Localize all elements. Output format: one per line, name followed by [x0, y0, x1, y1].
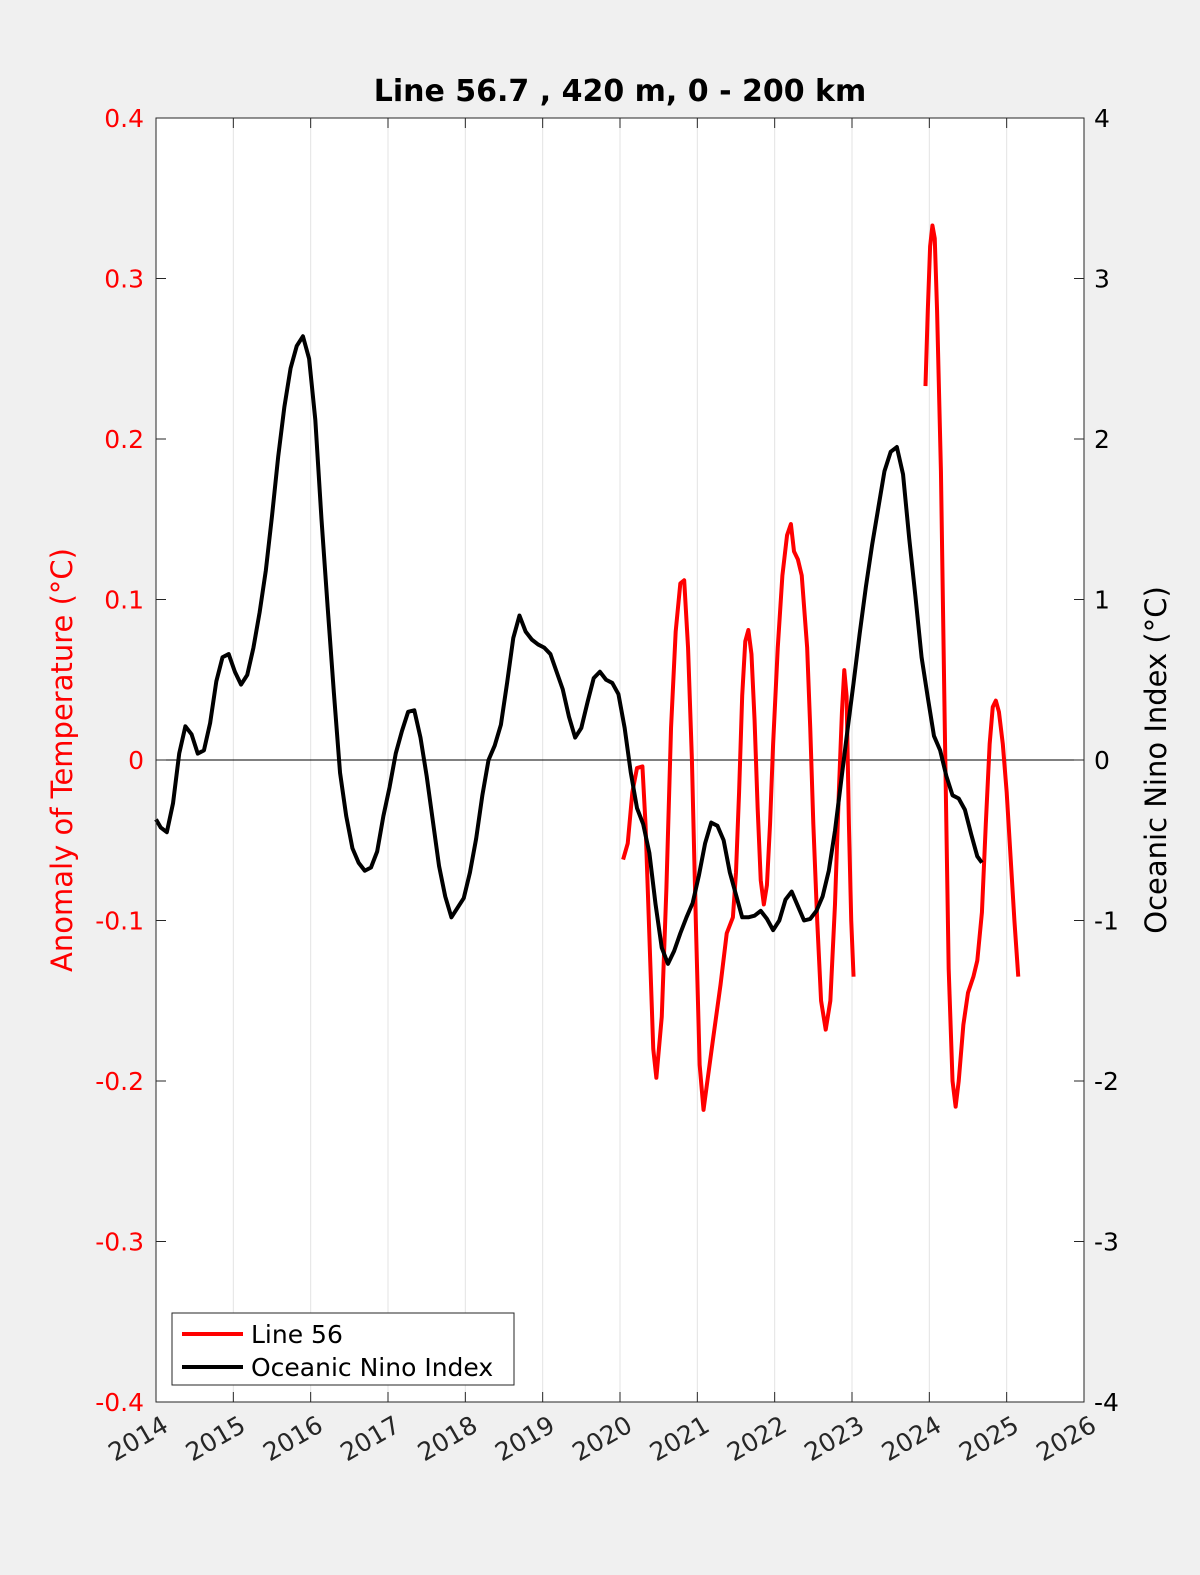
y-axis-right-label: Oceanic Nino Index (°C) — [1139, 586, 1173, 934]
y-left-tick-label: 0.2 — [104, 425, 144, 454]
series-line56-segment-1 — [923, 223, 1021, 1109]
y-right-tick-label: -3 — [1094, 1228, 1119, 1257]
y-right-tick-label: 0 — [1094, 746, 1110, 775]
y-left-tick-label: 0.4 — [104, 104, 144, 133]
legend-box — [171, 1312, 515, 1386]
y-left-tick-label: 0.3 — [104, 265, 144, 294]
y-right-tick-label: 1 — [1094, 586, 1110, 615]
y-right-tick-label: -2 — [1094, 1067, 1119, 1096]
y-left-tick-label: -0.3 — [95, 1228, 144, 1257]
y-axis-left-label: Anomaly of Temperature (°C) — [45, 548, 79, 972]
legend: Line 56 Oceanic Nino Index — [171, 1312, 515, 1386]
series-line56-segment-0 — [621, 522, 856, 1112]
legend-label-line56: Line 56 — [251, 1320, 343, 1349]
y-right-tick-label: 3 — [1094, 265, 1110, 294]
y-left-tick-label: -0.4 — [95, 1388, 144, 1417]
series-layer — [154, 223, 1021, 1112]
legend-label-oni: Oceanic Nino Index — [251, 1353, 493, 1382]
y-left-tick-label: 0 — [128, 746, 144, 775]
y-left-tick-label: 0.1 — [104, 586, 144, 615]
y-left-tick-label: -0.2 — [95, 1067, 144, 1096]
y-right-tick-label: 2 — [1094, 425, 1110, 454]
y-right-tick-label: -4 — [1094, 1388, 1119, 1417]
y-right-tick-label: -1 — [1094, 907, 1119, 936]
y-right-tick-label: 4 — [1094, 104, 1110, 133]
series-oni-segment-0 — [154, 334, 984, 966]
y-left-tick-label: -0.1 — [95, 907, 144, 936]
chart-title: Line 56.7 , 420 m, 0 - 200 km — [374, 74, 867, 109]
